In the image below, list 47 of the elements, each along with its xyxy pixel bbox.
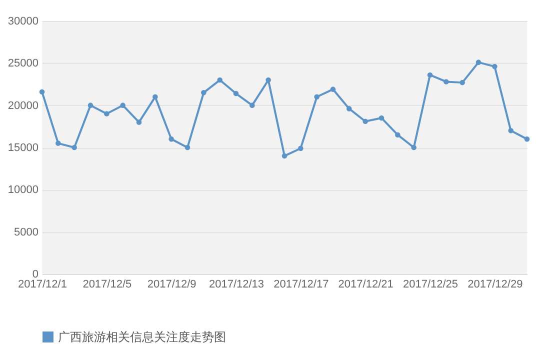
point [298,146,304,151]
legend-label: 广西旅游相关信息关注度走势图 [58,330,226,344]
point [476,60,482,65]
point [330,86,336,92]
point [378,115,384,121]
point [120,102,126,108]
y-tick-label: 15000 [8,142,38,154]
y-tick-label: 25000 [8,58,38,70]
y-tick-label: 10000 [8,184,38,196]
point [72,144,77,150]
point [184,144,190,150]
point [346,106,352,112]
point [39,89,45,94]
point [152,94,158,100]
point [460,80,465,86]
point [136,120,142,125]
x-tick-label: 2017/12/1 [18,278,67,290]
point [411,144,416,150]
y-tick-label: 30000 [8,16,38,28]
y-tick-label: 20000 [8,100,38,112]
point [395,132,400,138]
point [201,90,206,96]
x-tick-label: 2017/12/5 [82,278,132,290]
point [250,102,255,108]
point [104,111,110,116]
x-tick-label: 2017/12/25 [402,278,458,290]
point [492,64,498,70]
x-tick-label: 2017/12/13 [208,278,264,290]
point [508,128,514,134]
point [266,77,271,83]
point [233,90,239,96]
point [427,72,433,78]
point [56,140,61,146]
point [444,79,449,84]
point [88,102,94,108]
point [168,136,174,142]
point [362,118,368,124]
x-tick-label: 2017/12/29 [468,278,523,290]
x-tick-label: 2017/12/17 [274,278,329,290]
x-tick-label: 2017/12/9 [147,278,196,290]
point [217,77,222,83]
point [524,136,530,142]
point [314,94,320,100]
y-tick-label: 5000 [14,226,38,238]
y-tick-label: 0 [32,268,38,280]
x-tick-label: 2017/12/21 [338,278,394,290]
point [282,153,288,159]
